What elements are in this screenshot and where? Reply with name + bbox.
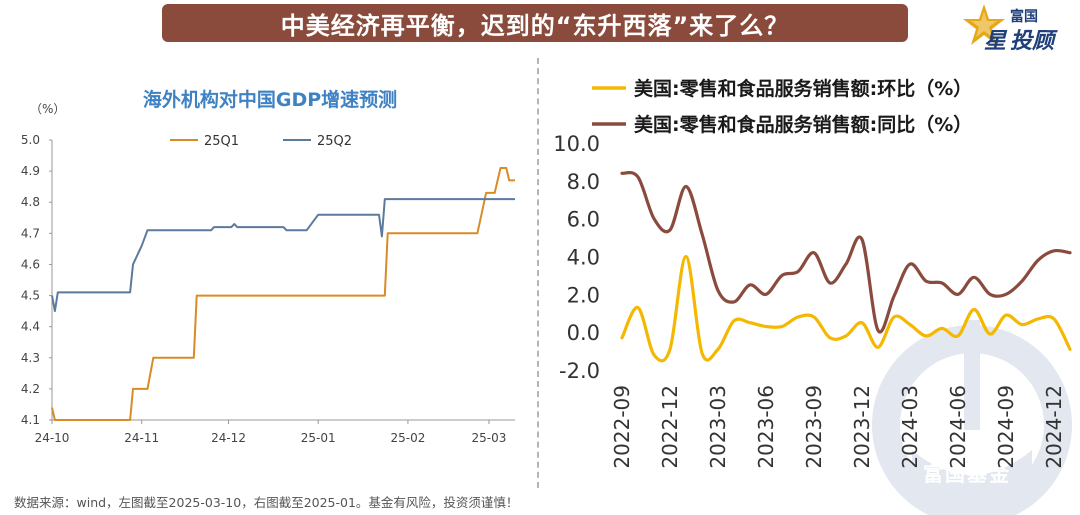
right-x-tick-label: 2023-06 <box>754 385 778 469</box>
right-y-tick-label: 6.0 <box>567 208 600 232</box>
right-x-tick-label: 2024-06 <box>946 385 970 469</box>
right-y-tick-label: 10.0 <box>553 132 600 156</box>
left-legend: 25Q1 25Q2 <box>170 134 352 149</box>
panel-divider <box>537 58 539 488</box>
left-x-tick-label: 24-10 <box>35 431 70 445</box>
right-x-tick-label: 2023-09 <box>802 385 826 469</box>
left-y-tick-label: 4.8 <box>21 195 40 209</box>
logo-line2-a: 星 <box>984 29 1008 54</box>
left-y-tick-label: 4.9 <box>21 164 40 178</box>
left-x-tick-label: 25-03 <box>472 431 507 445</box>
left-y-tick-label: 4.7 <box>21 226 40 240</box>
left-chart-title: 海外机构对中国GDP增速预测 <box>143 88 397 111</box>
series-line-25Q1 <box>51 167 515 421</box>
right-x-tick-label: 2023-12 <box>850 385 874 469</box>
right-y-tick-label: 2.0 <box>567 283 600 307</box>
gdp-forecast-chart: 海外机构对中国GDP增速预测 （%） 25Q1 25Q2 5.0 4.9 4.8 4.… <box>21 88 515 445</box>
right-x-tick-label: 2024-03 <box>898 385 922 469</box>
right-x-tick-label: 2024-09 <box>994 385 1018 469</box>
right-x-tick-label: 2022-12 <box>658 385 682 469</box>
brand-logo: 富国 星 投顾 <box>963 4 1058 54</box>
fund-watermark-icon <box>872 320 1072 515</box>
left-x-tick-label: 25-02 <box>390 431 425 445</box>
left-y-tick-label: 4.4 <box>21 320 40 334</box>
left-x-tick-label: 25-01 <box>301 431 336 445</box>
page-title: 中美经济再平衡，迟到的“东升西落”来了么？ <box>280 11 790 40</box>
right-x-tick-label: 2024-12 <box>1042 385 1066 469</box>
left-y-tick-label: 4.5 <box>21 289 40 303</box>
right-y-tick-label: 8.0 <box>567 170 600 194</box>
left-y-tick-label: 5.0 <box>21 133 40 147</box>
series-line-mom <box>620 254 1072 363</box>
legend-label-mom: 美国:零售和食品服务销售额:环比（%） <box>634 77 972 100</box>
right-y-tick-label: 4.0 <box>567 246 600 270</box>
left-y-tick-label: 4.3 <box>21 351 40 365</box>
left-y-tick-label: 4.6 <box>21 257 40 271</box>
series-line-yoy <box>620 170 1072 334</box>
left-y-tick-label: 4.1 <box>21 413 40 427</box>
left-x-tick-label: 24-12 <box>211 431 246 445</box>
legend-label-yoy: 美国:零售和食品服务销售额:同比（%） <box>634 113 972 136</box>
right-x-tick-label: 2023-03 <box>706 385 730 469</box>
right-y-tick-label: 0.0 <box>567 321 600 345</box>
left-y-tick-label: 4.2 <box>21 382 40 396</box>
watermark-text: 富国基金 <box>923 462 1011 486</box>
right-y-tick-label: -2.0 <box>559 359 600 383</box>
legend-label-25Q2: 25Q2 <box>317 134 352 149</box>
us-retail-sales-chart: 美国:零售和食品服务销售额:环比（%） 美国:零售和食品服务销售额:同比（%） … <box>553 77 1072 469</box>
legend-label-25Q1: 25Q1 <box>204 134 239 149</box>
star-logo-icon <box>963 4 1005 45</box>
series-line-25Q2 <box>51 198 515 313</box>
title-banner: 中美经济再平衡，迟到的“东升西落”来了么？ <box>162 4 908 42</box>
left-x-tick-label: 24-11 <box>124 431 159 445</box>
left-y-unit: （%） <box>30 102 65 116</box>
source-note: 数据来源：wind，左图截至2025-03-10，右图截至2025-01。基金有… <box>14 495 519 510</box>
logo-line2-b: 投顾 <box>1010 29 1058 54</box>
logo-line1: 富国 <box>1010 8 1038 25</box>
right-x-tick-label: 2022-09 <box>610 385 634 469</box>
right-legend: 美国:零售和食品服务销售额:环比（%） 美国:零售和食品服务销售额:同比（%） <box>592 77 972 136</box>
